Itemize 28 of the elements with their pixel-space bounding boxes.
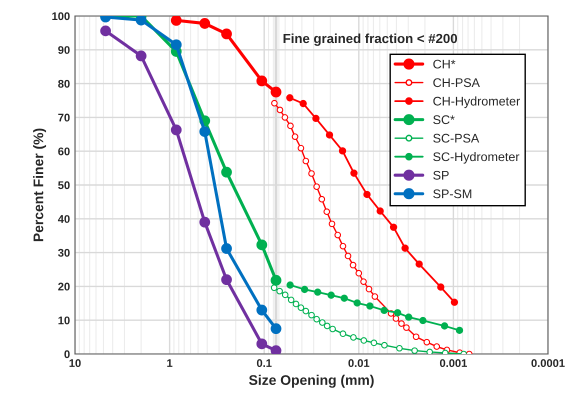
y-tick-label: 40 — [58, 215, 70, 223]
y-tick-label: 20 — [58, 282, 70, 291]
y-tick-label: 80 — [58, 80, 70, 88]
legend-label: SC-Hydrometer — [433, 152, 520, 164]
y-tick-label: 30 — [58, 248, 70, 257]
y-axis-title: Percent Finer (%) — [33, 128, 46, 242]
x-tick-label: 1 — [167, 359, 172, 367]
legend-label: CH-PSA — [433, 78, 480, 88]
ref-line-label: Fine grained fraction < #200 — [284, 33, 458, 46]
legend-label: CH-Hydrometer — [433, 96, 520, 108]
y-tick-label: 70 — [58, 114, 70, 122]
legend-label: SP — [433, 170, 449, 180]
y-tick-label: 10 — [58, 316, 70, 324]
y-tick-label: 90 — [58, 46, 70, 54]
y-tick-label: 60 — [58, 147, 70, 156]
legend-label: CH* — [433, 60, 456, 69]
x-tick-label: 0.01 — [348, 359, 370, 368]
legend-label: SC* — [433, 115, 455, 124]
y-tick-label: 0 — [64, 350, 70, 358]
x-axis-title: Size Opening (mm) — [249, 374, 374, 388]
x-tick-label: 0.1 — [256, 359, 272, 368]
legend-label: SP-SM — [433, 189, 472, 198]
x-tick-label: 0.0001 — [531, 359, 565, 368]
y-tick-label: 100 — [52, 12, 70, 20]
x-tick-label: 10 — [70, 359, 81, 368]
legend-label: SC-PSA — [433, 134, 480, 143]
x-tick-label: 0.001 — [440, 359, 467, 368]
y-tick-label: 50 — [58, 181, 70, 190]
